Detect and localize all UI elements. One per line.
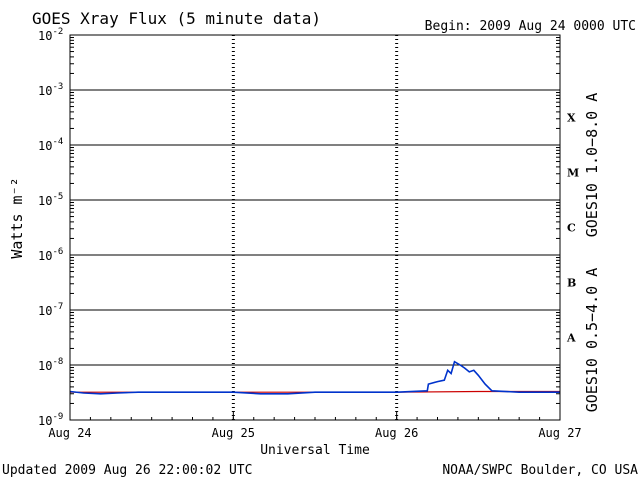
chart-title: GOES Xray Flux (5 minute data): [32, 9, 321, 28]
y-tick-exponent: -2: [52, 27, 63, 37]
flare-class-labels: X M C B A: [566, 112, 579, 345]
begin-label: Begin: 2009 Aug 24 0000 UTC: [425, 19, 636, 34]
updated-footer: Updated 2009 Aug 26 22:00:02 UTC: [2, 463, 252, 478]
y-tick-mantissa: 10: [38, 359, 52, 373]
x-axis-label: Universal Time: [260, 443, 370, 458]
y-tick-label: 10-7: [38, 302, 63, 318]
y-tick-mantissa: 10: [38, 84, 52, 98]
x-tick-label: Aug 25: [212, 426, 255, 440]
y-tick-label: 10-3: [38, 82, 63, 98]
flare-class-label: M: [567, 167, 579, 180]
y-axis-label: Watts m⁻²: [8, 177, 26, 258]
y-tick-label: 10-9: [38, 412, 63, 428]
flare-class-label: A: [566, 332, 576, 345]
y-tick-mantissa: 10: [38, 194, 52, 208]
y-tick-exponent: -7: [52, 302, 63, 312]
x-tick-label: Aug 27: [538, 426, 581, 440]
flare-class-label: C: [567, 222, 576, 235]
y-tick-exponent: -6: [52, 247, 63, 257]
y-tick-label: 10-5: [38, 192, 63, 208]
x-tick-label: Aug 24: [48, 426, 91, 440]
legend-short-channel: GOES10 0.5−4.0 A: [583, 268, 601, 413]
y-tick-mantissa: 10: [38, 29, 52, 43]
y-tick-label: 10-2: [38, 27, 63, 43]
grid-lines: [70, 35, 560, 420]
flare-class-label: X: [567, 112, 576, 125]
source-footer: NOAA/SWPC Boulder, CO USA: [442, 463, 638, 478]
y-tick-exponent: -3: [52, 82, 63, 92]
legend-long-channel: GOES10 1.0−8.0 A: [583, 93, 601, 238]
y-axis-ticks: 10-910-810-710-610-510-410-310-2: [38, 27, 560, 428]
x-tick-label: Aug 26: [375, 426, 418, 440]
y-tick-mantissa: 10: [38, 139, 52, 153]
series-line-short: [69, 360, 560, 395]
y-tick-mantissa: 10: [38, 249, 52, 263]
y-tick-label: 10-6: [38, 247, 63, 263]
y-tick-exponent: -5: [52, 192, 63, 202]
series-lines: [69, 360, 560, 395]
y-tick-exponent: -4: [52, 137, 63, 147]
y-tick-exponent: -9: [52, 412, 63, 422]
plot-frame: [69, 34, 561, 421]
y-tick-label: 10-8: [38, 357, 63, 373]
y-tick-mantissa: 10: [38, 414, 52, 428]
y-tick-exponent: -8: [52, 357, 63, 367]
x-axis-ticks: Aug 24 Aug 25 Aug 26 Aug 27: [48, 412, 582, 440]
y-tick-mantissa: 10: [38, 304, 52, 318]
y-tick-label: 10-4: [38, 137, 63, 153]
flare-class-label: B: [567, 277, 576, 290]
y-axis-label-text: Watts m⁻²: [8, 177, 26, 258]
